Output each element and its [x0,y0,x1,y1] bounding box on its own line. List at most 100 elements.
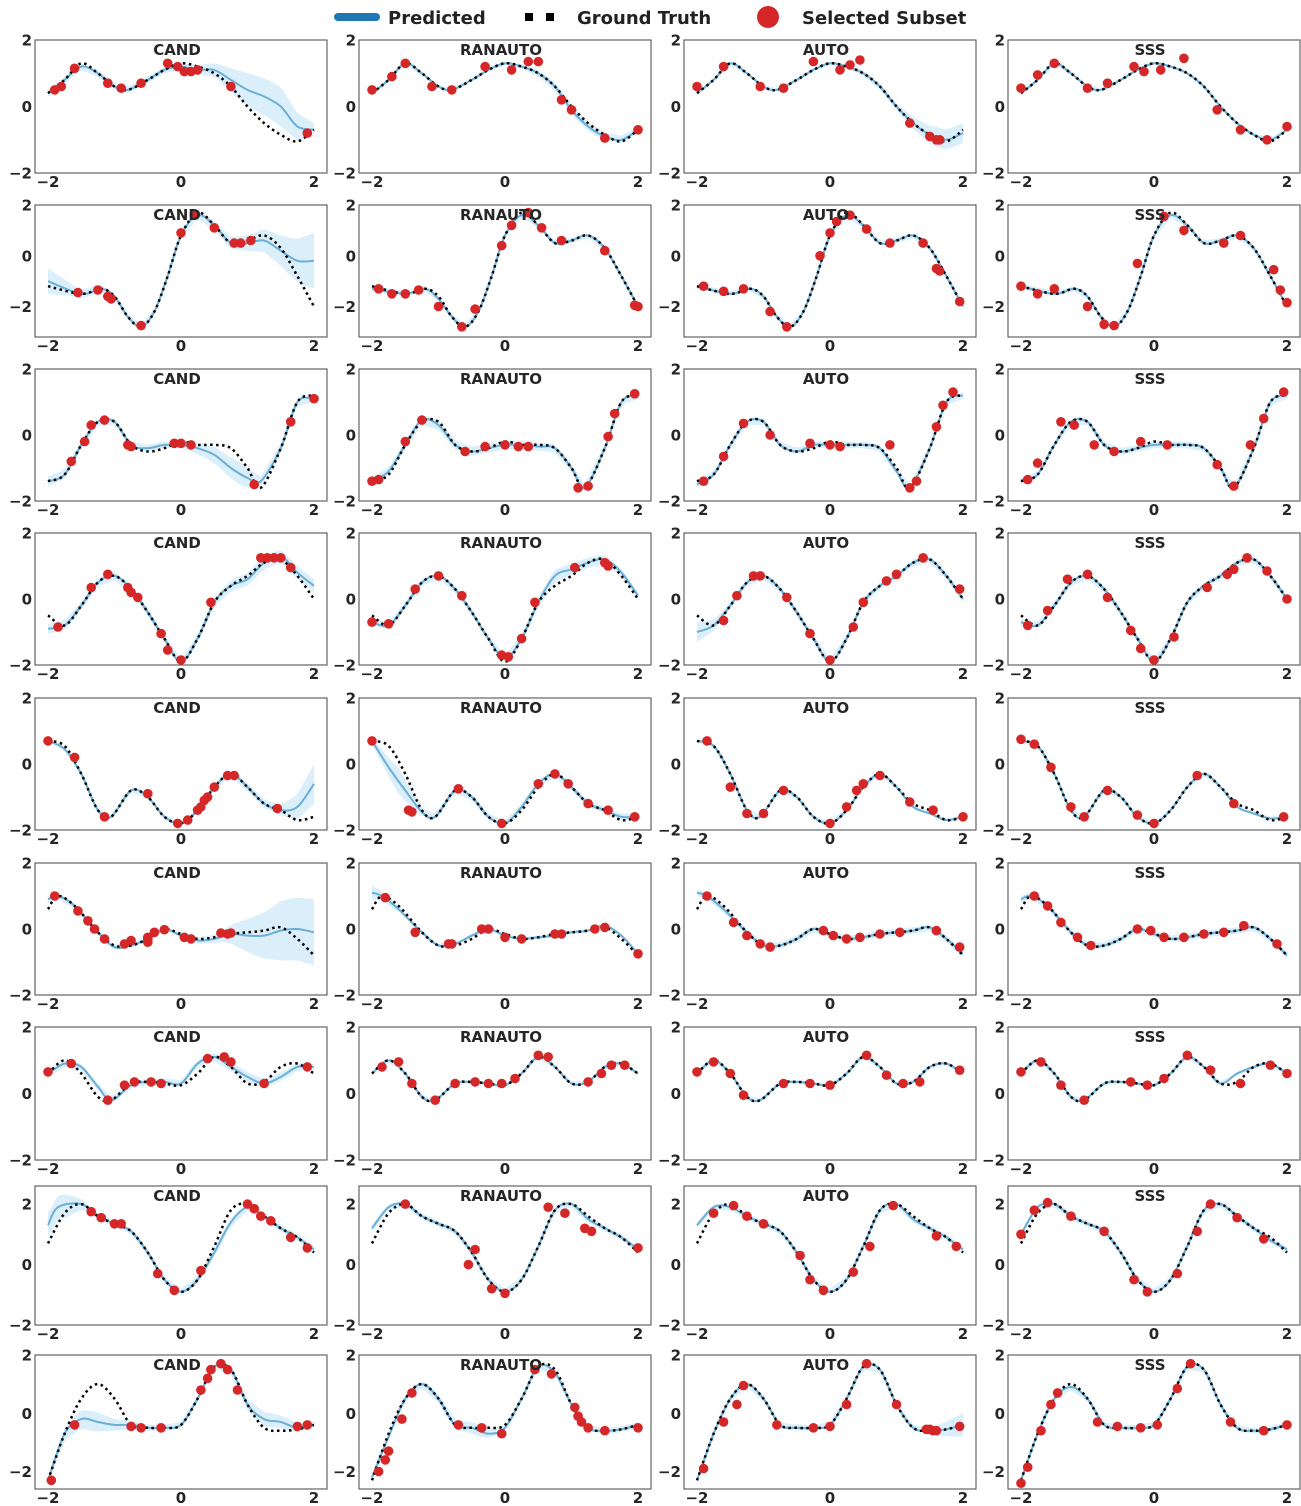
subset-point [633,949,643,959]
subset-point [563,779,573,789]
panel-title: AUTO [803,206,849,224]
x-tick-label: −2 [1009,1325,1032,1343]
x-tick-label: −2 [685,830,708,848]
subset-point [911,476,922,487]
x-tick-label: 0 [1149,1489,1159,1506]
x-tick-label: 0 [500,337,510,355]
subset-point [196,1265,206,1276]
panel-title: SSS [1134,41,1165,59]
subset-point [855,55,865,65]
subset-point [954,296,965,307]
y-tick-label: 0 [995,1085,1005,1103]
subset-point [43,1067,53,1077]
panel-r2-auto: AUTO −2 0 2 −2 0 2 [658,197,977,355]
x-tick-label: 0 [825,173,835,191]
subset-point [393,1057,404,1067]
subset-point [530,1364,540,1375]
subset-point [206,1364,216,1375]
subset-point [915,1077,925,1087]
subset-point [1282,297,1292,308]
subset-point [629,812,640,822]
subset-point [476,1423,487,1433]
subset-point [1182,1050,1193,1061]
panel-title: CAND [153,1356,201,1374]
y-tick-label: 0 [22,1405,32,1423]
panel-title: CAND [153,534,201,552]
subset-point [1016,281,1026,292]
subset-point [143,937,153,947]
x-tick-label: 2 [1282,995,1292,1013]
subset-point [881,576,892,586]
y-tick-label: 2 [671,361,681,379]
subset-point [510,1073,520,1084]
subset-point [556,95,567,105]
subset-point [413,285,424,295]
panel-frame [683,1026,977,1161]
panel-title: RANAUTO [460,534,542,552]
subset-point [1222,569,1232,580]
subset-point [1099,319,1109,330]
x-tick-label: −2 [685,1160,708,1178]
subset-point [1159,211,1169,222]
subset-point [450,1078,460,1089]
subset-point [46,1475,57,1486]
panel-r5-cand: CAND −2 0 2 −2 0 2 [9,690,328,848]
subset-point [845,210,855,220]
y-tick-label: 0 [995,921,1005,939]
panel-frame [683,862,977,996]
panel-background [1008,369,1300,501]
subset-point [606,1060,617,1070]
subset-point [496,1428,507,1439]
subset-point [1049,58,1060,69]
x-tick-label: 2 [309,830,319,848]
subset-point [633,1243,643,1253]
subset-point [1029,891,1040,901]
subset-point [732,1399,742,1410]
subset-point [795,1250,805,1261]
subset-point [285,417,296,427]
ground-truth-line [696,739,964,825]
x-tick-label: −2 [1009,173,1032,191]
subset-point [1092,1417,1103,1427]
subset-point [1135,436,1146,447]
panel-r8-auto: AUTO −2 0 2 −2 0 2 [658,1185,977,1343]
subset-point [1169,632,1179,642]
panel-title: SSS [1134,1356,1165,1374]
y-tick-label: 0 [22,1256,32,1274]
subset-point [202,1373,213,1384]
y-tick-label: −2 [333,1463,356,1481]
subset-point [1212,459,1222,470]
subset-point [825,818,835,829]
y-tick-label: 0 [22,921,32,939]
subset-point [1099,1226,1109,1237]
x-tick-label: 2 [633,830,643,848]
x-tick-label: 0 [500,995,510,1013]
panel-title: RANAUTO [460,1356,542,1374]
subset-point [778,83,789,93]
subset-point [400,289,411,299]
subset-point [583,798,593,809]
panel-r7-auto: AUTO −2 0 2 −2 0 2 [658,1019,977,1178]
subset-point [718,1417,729,1427]
subset-point [407,807,417,817]
x-tick-label: 0 [500,1160,510,1178]
panel-frame [358,1026,652,1161]
subset-point [1172,1383,1183,1394]
subset-point [718,286,729,297]
subset-point [229,238,239,248]
confidence-band [48,63,314,140]
subset-point [1205,1199,1216,1209]
x-tick-label: 2 [958,337,968,355]
subset-point [778,785,789,796]
subset-point [1145,925,1156,936]
panel-title: SSS [1134,699,1165,717]
subset-point [176,655,186,665]
y-tick-label: 2 [671,1019,681,1037]
y-tick-label: −2 [658,1317,681,1335]
panel-background [1008,1186,1300,1325]
subset-point [835,65,845,75]
panel-plot-area [1016,1197,1288,1297]
subset-point [232,1385,243,1395]
y-tick-label: 0 [671,591,681,609]
panel-frame [34,697,328,831]
